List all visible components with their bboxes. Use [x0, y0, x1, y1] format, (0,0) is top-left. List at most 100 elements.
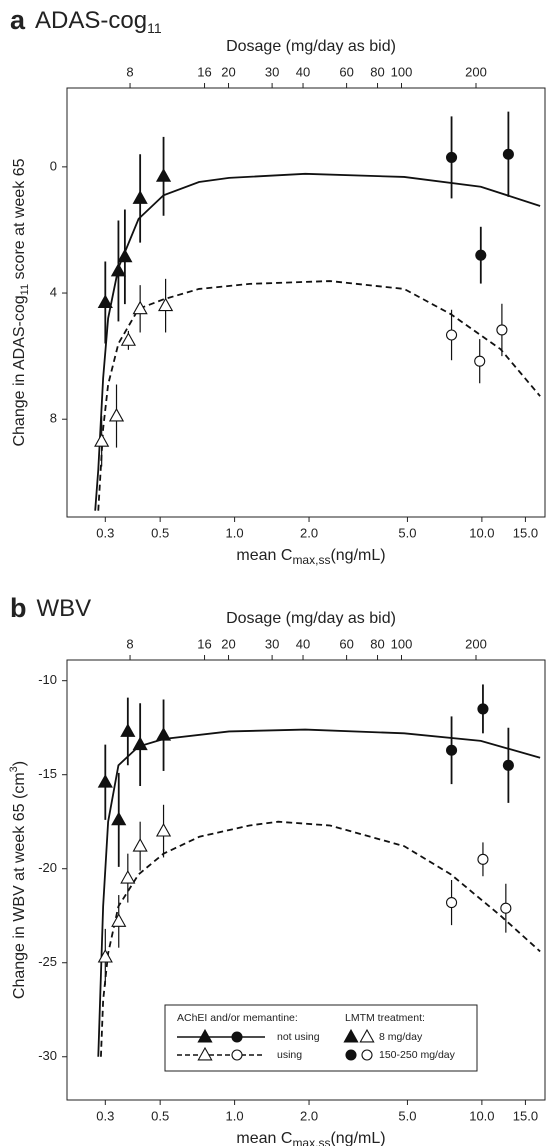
title-text: WBV	[37, 595, 92, 622]
plot-frame	[66, 659, 546, 1101]
x-label-main: mean C	[236, 1130, 292, 1146]
triangle-marker	[359, 1028, 375, 1043]
x-tick-label: 1.0	[226, 1108, 244, 1123]
x-tick-label: 0.5	[151, 525, 169, 540]
y-label-rest: score at week 65	[11, 158, 28, 284]
x2-tick-label: 200	[465, 636, 487, 651]
circle-marker	[500, 902, 512, 914]
y-tick-label: 0	[50, 158, 57, 173]
legend-label: not using	[277, 1031, 320, 1043]
x2-tick-label: 40	[296, 636, 310, 651]
x2-tick-label: 8	[126, 636, 133, 651]
x-label-sub: max,ss	[292, 553, 330, 567]
triangle-marker	[97, 948, 113, 963]
panel-title: b WBV	[10, 593, 91, 623]
triangle-marker	[132, 190, 148, 204]
x2-tick-label: 40	[296, 64, 310, 79]
legend-title: LMTM treatment:	[345, 1012, 425, 1024]
circle-marker	[231, 1049, 243, 1061]
circle-marker	[475, 249, 487, 261]
x2-tick-label: 8	[126, 64, 133, 79]
y-axis-label: Change in ADAS-cog11 score at week 65	[11, 158, 31, 446]
triangle-marker	[343, 1028, 359, 1043]
circle-marker	[474, 355, 486, 367]
x-label-sub: max,ss	[292, 1136, 330, 1146]
x2-tick-label: 100	[391, 64, 413, 79]
x2-axis-label: Dosage (mg/day as bid)	[226, 610, 396, 627]
y-label-main: Change in ADAS-cog	[11, 295, 28, 446]
triangle-marker	[132, 838, 148, 852]
circle-marker	[446, 151, 458, 163]
y-tick-label: -15	[38, 766, 57, 781]
legend-label: 8 mg/day	[379, 1031, 423, 1043]
legend-label: 150-250 mg/day	[379, 1049, 456, 1061]
panel-letter: b	[10, 593, 27, 623]
x-tick-label: 5.0	[398, 1108, 416, 1123]
x2-tick-label: 80	[370, 636, 384, 651]
circle-marker	[477, 853, 489, 865]
title-text: ADAS-cog	[35, 7, 147, 34]
x2-tick-label: 16	[197, 636, 211, 651]
fit-curve	[94, 172, 541, 511]
triangle-marker	[155, 727, 172, 741]
y-tick-label: -20	[38, 860, 57, 875]
triangle-marker	[97, 774, 113, 788]
panel: b WBV Dosage (mg/day as bid) 8 16 20 30 40 60 80 1…	[8, 593, 546, 1146]
fit-curve	[100, 820, 541, 1057]
title-sub: 11	[147, 20, 162, 36]
circle-marker	[502, 148, 514, 160]
circle-marker	[502, 759, 514, 771]
x2-tick-label: 100	[391, 636, 413, 651]
y-tick-label: -30	[38, 1048, 57, 1063]
triangle-marker	[111, 913, 127, 927]
circle-marker	[345, 1049, 357, 1061]
triangle-marker	[94, 433, 110, 447]
circle-marker	[446, 329, 458, 341]
triangle-marker	[197, 1028, 213, 1043]
triangle-marker	[120, 332, 136, 346]
y-label-main: Change in WBV at week 65 (cm	[11, 772, 28, 999]
x-label-unit: (ng/mL)	[330, 547, 385, 564]
circle-marker	[361, 1049, 373, 1061]
legend-box	[164, 1004, 478, 1072]
y-label-script: 3	[8, 766, 20, 772]
x-tick-label: 1.0	[226, 525, 244, 540]
legend-label: using	[277, 1049, 302, 1061]
y-tick-label: -25	[38, 954, 57, 969]
x-tick-label: 5.0	[398, 525, 416, 540]
y-label-rest: )	[11, 761, 28, 766]
panel-title: a ADAS-cog11	[10, 5, 162, 36]
x-tick-label: 15.0	[513, 1108, 538, 1123]
x2-tick-label: 30	[265, 636, 279, 651]
x2-tick-label: 16	[197, 64, 211, 79]
triangle-marker	[111, 811, 127, 826]
circle-marker	[446, 897, 458, 909]
x-tick-label: 0.5	[151, 1108, 169, 1123]
y-tick-label: 4	[50, 284, 57, 299]
triangle-marker	[158, 297, 174, 312]
x-axis-label: mean Cmax,ss(ng/mL)	[236, 1130, 385, 1146]
legend-title: AChEI and/or memantine:	[177, 1012, 298, 1024]
x2-tick-label: 30	[265, 64, 279, 79]
y-tick-label: -10	[38, 672, 57, 687]
plot-frame	[66, 87, 546, 518]
x2-tick-label: 80	[370, 64, 384, 79]
x-tick-label: 2.0	[300, 525, 318, 540]
x-label-unit: (ng/mL)	[330, 1130, 385, 1146]
x-tick-label: 0.3	[96, 1108, 114, 1123]
triangle-marker	[97, 294, 113, 308]
x-label-main: mean C	[236, 547, 292, 564]
triangle-marker	[132, 300, 148, 315]
x-axis-label: mean Cmax,ss(ng/mL)	[236, 547, 385, 567]
triangle-marker	[117, 248, 133, 263]
x2-tick-label: 20	[221, 64, 235, 79]
circle-marker	[446, 744, 458, 756]
x-tick-label: 15.0	[513, 525, 538, 540]
triangle-marker	[197, 1046, 213, 1061]
triangle-marker	[120, 869, 136, 884]
x2-tick-label: 20	[221, 636, 235, 651]
x2-tick-label: 60	[339, 636, 353, 651]
triangle-marker	[120, 723, 136, 737]
